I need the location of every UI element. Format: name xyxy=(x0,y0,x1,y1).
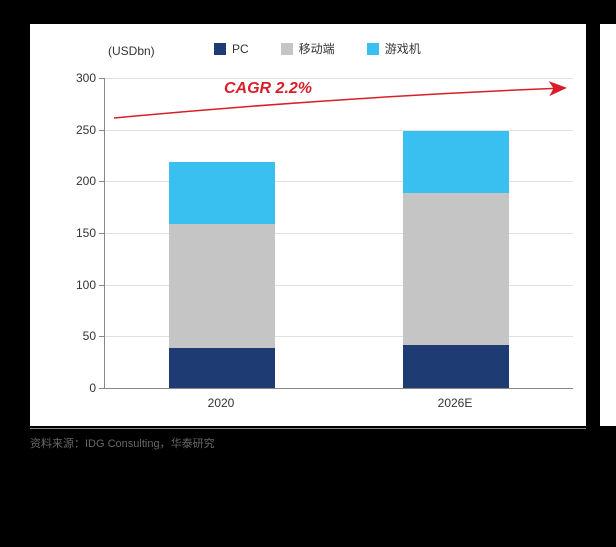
legend-item: 移动端 xyxy=(281,40,335,57)
legend-label: 游戏机 xyxy=(385,40,421,57)
chart-panel: (USDbn) PC移动端游戏机 CAGR 2.2% 0501001502002… xyxy=(30,24,586,426)
y-axis-tick-label: 300 xyxy=(68,71,96,85)
legend-item: PC xyxy=(214,42,249,56)
y-axis-tick-label: 250 xyxy=(68,123,96,137)
y-axis-tick-label: 100 xyxy=(68,278,96,292)
cagr-arrow xyxy=(104,78,572,388)
chart-container: (USDbn) PC移动端游戏机 CAGR 2.2% xyxy=(30,24,586,426)
legend-swatch xyxy=(281,43,293,55)
y-axis-tick-label: 0 xyxy=(68,381,96,395)
legend-swatch xyxy=(214,43,226,55)
right-panel-stub xyxy=(600,24,616,426)
legend-label: PC xyxy=(232,42,249,56)
y-tick xyxy=(99,388,105,389)
y-axis-tick-label: 50 xyxy=(68,329,96,343)
legend-label: 移动端 xyxy=(299,40,335,57)
y-axis-tick-label: 150 xyxy=(68,226,96,240)
source-attribution: 资料来源：IDG Consulting，华泰研究 xyxy=(30,428,586,451)
y-axis-unit-label: (USDbn) xyxy=(108,44,155,58)
legend-swatch xyxy=(367,43,379,55)
x-axis-tick-label: 2026E xyxy=(438,396,473,410)
legend: PC 移动端 游戏机 xyxy=(214,40,421,57)
y-axis-tick-label: 200 xyxy=(68,174,96,188)
x-axis-tick-label: 2020 xyxy=(208,396,235,410)
legend-item: 游戏机 xyxy=(367,40,421,57)
